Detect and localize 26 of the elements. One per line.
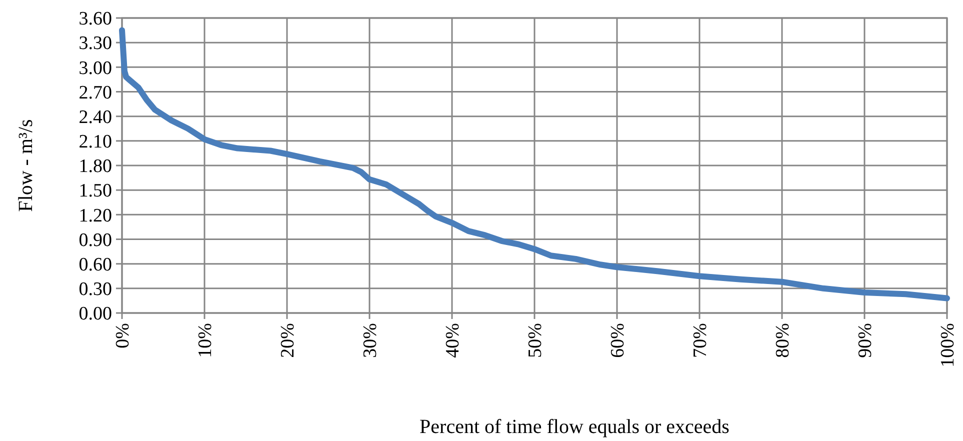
x-tick-label: 90% [855, 322, 876, 358]
x-tick-label: 30% [360, 322, 382, 358]
y-tick-label: 1.80 [78, 156, 112, 178]
x-tick-label: 0% [112, 322, 134, 348]
y-tick-label: 2.40 [78, 106, 112, 128]
x-tick-label: 60% [608, 322, 629, 358]
y-tick-label: 3.30 [78, 33, 112, 54]
y-tick-label: 2.70 [78, 82, 112, 104]
x-tick-label: 70% [690, 322, 712, 358]
y-tick-label: 0.60 [78, 254, 112, 276]
y-tick-label: 1.20 [78, 205, 112, 226]
x-tick-label: 80% [772, 322, 794, 358]
y-tick-label: 3.60 [78, 8, 112, 30]
x-tick-label: 100% [938, 322, 959, 368]
y-tick-label: 0.90 [78, 230, 112, 251]
x-tick-label: 20% [278, 322, 299, 358]
y-tick-label: 3.00 [78, 58, 112, 79]
x-tick-label: 50% [525, 322, 546, 358]
x-tick-label: 10% [195, 322, 216, 358]
y-tick-label: 1.50 [78, 180, 112, 202]
y-tick-label: 2.10 [78, 132, 112, 153]
y-axis-title: Flow - m³/s [15, 118, 37, 212]
x-axis-title: Percent of time flow equals or exceeds [420, 416, 730, 438]
y-tick-label: 0.00 [78, 304, 112, 325]
x-tick-label: 40% [442, 322, 464, 358]
y-tick-label: 0.30 [78, 279, 112, 300]
